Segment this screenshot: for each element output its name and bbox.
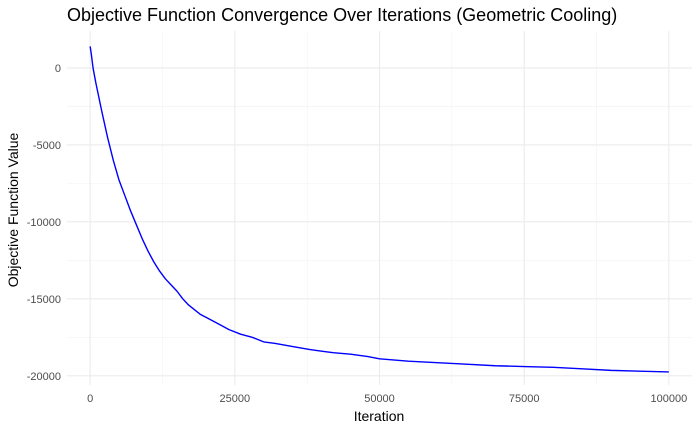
- x-tick-label: 0: [87, 393, 93, 405]
- x-tick-label: 75000: [509, 393, 540, 405]
- y-tick-label: -5000: [33, 140, 61, 152]
- series-line: [89, 46, 669, 373]
- y-axis-ticks: 0 -5000 -10000 -15000 -20000: [27, 63, 61, 383]
- series-layer: [89, 46, 669, 373]
- x-axis-title: Iteration: [354, 408, 405, 424]
- x-tick-label: 100000: [650, 393, 687, 405]
- y-axis-title: Objective Function Value: [5, 132, 21, 287]
- y-tick-label: 0: [55, 63, 61, 75]
- x-tick-label: 50000: [364, 393, 395, 405]
- x-tick-label: 25000: [220, 393, 251, 405]
- x-axis-ticks: 0 25000 50000 75000 100000: [87, 393, 687, 405]
- y-tick-label: -20000: [27, 371, 61, 383]
- grid: [67, 31, 692, 385]
- chart-title: Objective Function Convergence Over Iter…: [67, 5, 617, 25]
- y-tick-label: -10000: [27, 217, 61, 229]
- y-tick-label: -15000: [27, 294, 61, 306]
